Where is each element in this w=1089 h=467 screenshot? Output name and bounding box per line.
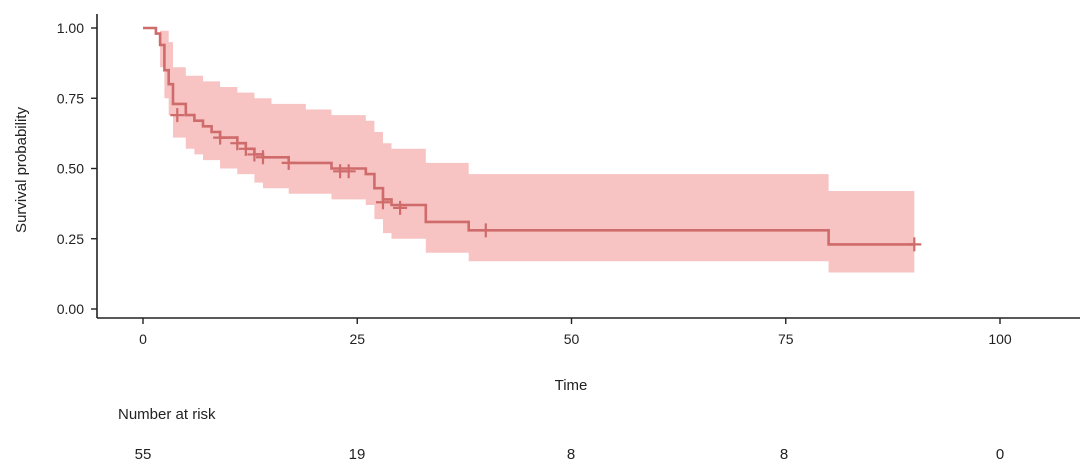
x-tick-label: 0 (139, 331, 147, 347)
x-tick-label: 25 (349, 331, 365, 347)
censor-mark (247, 147, 262, 162)
axes: 0.00 0.25 0.50 0.75 1.00 0 25 50 75 100 (57, 14, 1080, 347)
y-axis-title: Survival probability (13, 107, 30, 233)
censor-marks-layer (170, 108, 922, 252)
risk-count-t25: 19 (348, 446, 366, 463)
x-axis-title: Time (555, 377, 588, 394)
confidence-band-layer (143, 28, 915, 273)
risk-count-t50: 8 (566, 446, 576, 463)
x-tick-label: 75 (778, 331, 794, 347)
y-tick-label: 1.00 (57, 20, 84, 36)
censor-mark (255, 150, 270, 165)
censor-mark (281, 155, 296, 170)
censor-mark (230, 136, 245, 151)
risk-count-t75: 8 (779, 446, 789, 463)
censor-mark (341, 164, 356, 179)
y-tick-label: 0.00 (57, 301, 84, 317)
censor-mark (170, 108, 185, 123)
censor-mark (478, 223, 493, 238)
censor-mark (213, 130, 228, 145)
censor-mark (238, 141, 253, 156)
y-tick-label: 0.50 (57, 161, 84, 177)
risk-table-title: Number at risk (118, 406, 216, 423)
y-tick-label: 0.25 (57, 231, 84, 247)
censor-mark (393, 200, 408, 215)
x-tick-label: 100 (988, 331, 1012, 347)
censor-mark (907, 237, 922, 252)
x-tick-label: 50 (564, 331, 580, 347)
confidence-band (143, 28, 915, 273)
risk-count-t100: 0 (995, 446, 1005, 463)
risk-count-t0: 55 (134, 446, 152, 463)
y-tick-label: 0.75 (57, 90, 84, 106)
censor-mark (375, 195, 390, 210)
